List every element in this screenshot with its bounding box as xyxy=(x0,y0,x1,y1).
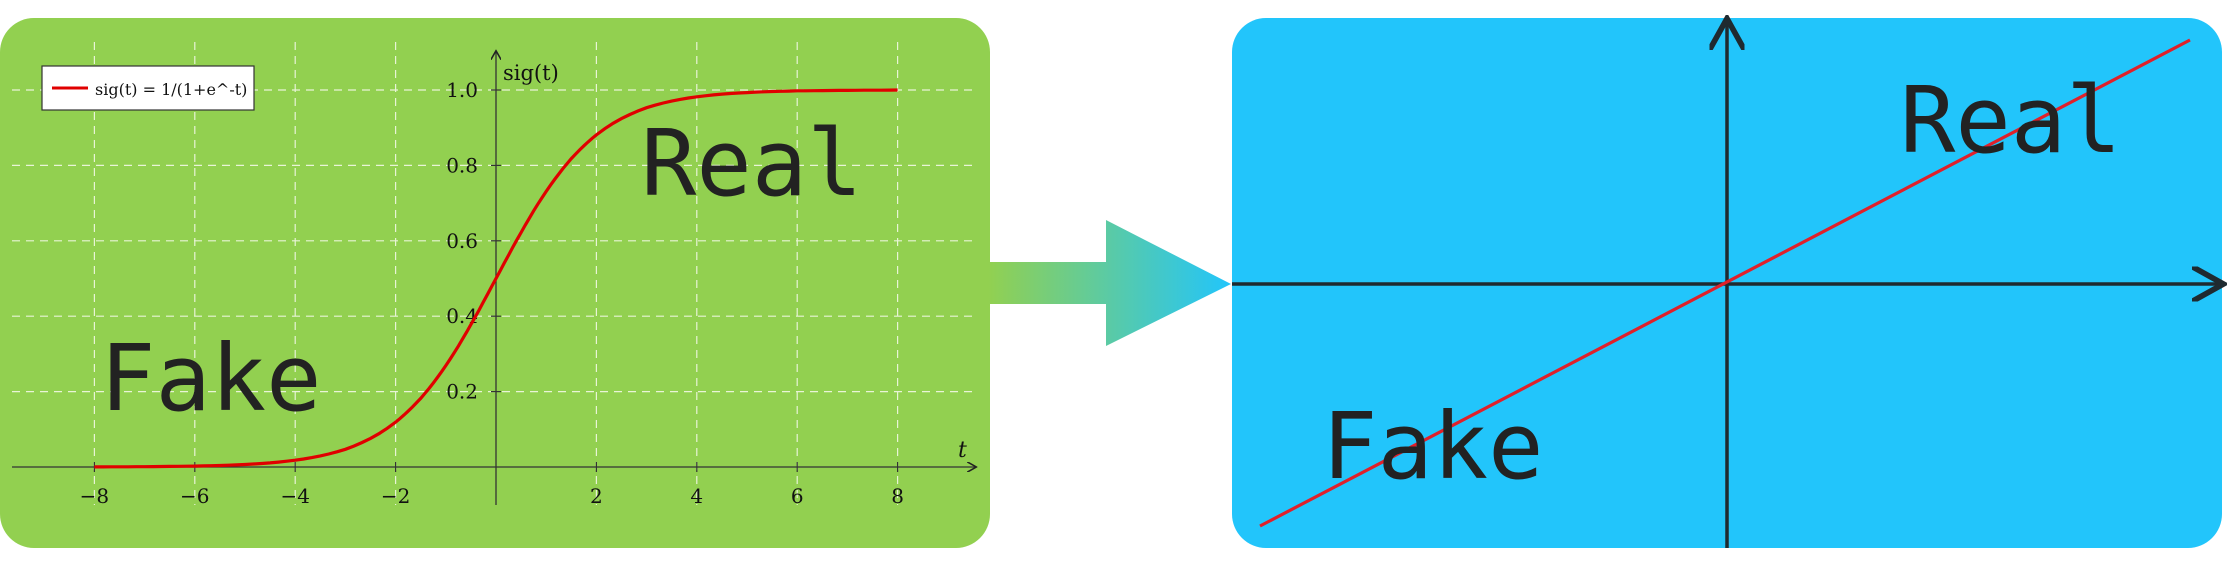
linear-diagram: Real Fake xyxy=(1232,22,2220,548)
right-fake-label: Fake xyxy=(1322,393,1544,500)
x-tick-label: −4 xyxy=(280,484,309,508)
x-tick-label: 6 xyxy=(791,484,804,508)
sigmoid-chart: −8 −6 −4 −2 2 4 6 8 0.2 0.4 0.6 0.8 1.0 sig(t) t si… xyxy=(12,42,975,508)
x-tick-label: −6 xyxy=(180,484,209,508)
y-ticks: 0.2 0.4 0.6 0.8 1.0 xyxy=(446,78,501,404)
legend-label: sig(t) = 1/(1+e^-t) xyxy=(95,80,247,99)
left-fake-label: Fake xyxy=(100,325,322,432)
x-tick-label: 8 xyxy=(891,484,904,508)
y-axis-label: sig(t) xyxy=(503,61,559,85)
decision-line xyxy=(1259,38,2191,528)
left-real-label: Real xyxy=(641,110,863,217)
x-tick-label: −2 xyxy=(381,484,410,508)
x-tick-label: 4 xyxy=(690,484,703,508)
y-tick-label: 0.8 xyxy=(446,153,478,177)
sigmoid-curve xyxy=(94,88,898,469)
y-tick-label: 0.6 xyxy=(446,229,478,253)
x-ticks: −8 −6 −4 −2 2 4 6 8 xyxy=(80,462,904,508)
transition-arrow xyxy=(988,220,1231,346)
right-real-label: Real xyxy=(1900,67,2122,174)
y-tick-label: 1.0 xyxy=(446,78,478,102)
y-tick-label: 0.4 xyxy=(446,304,478,328)
x-tick-label: −8 xyxy=(80,484,109,508)
legend: sig(t) = 1/(1+e^-t) xyxy=(41,65,255,111)
x-axis-label: t xyxy=(958,438,967,463)
x-tick-label: 2 xyxy=(590,484,603,508)
y-tick-label: 0.2 xyxy=(446,380,478,404)
